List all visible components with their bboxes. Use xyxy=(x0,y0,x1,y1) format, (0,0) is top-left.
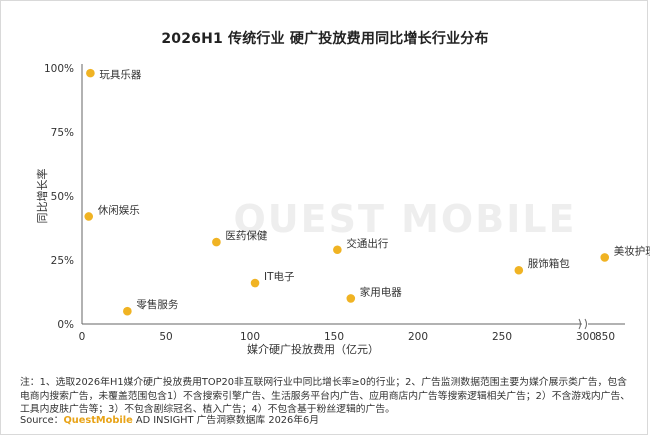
y-tick-label: 75% xyxy=(51,127,74,139)
point-label: 零售服务 xyxy=(136,298,178,311)
y-tick-label: 50% xyxy=(51,191,74,203)
x-tick-label: 850 xyxy=(595,331,615,343)
y-tick-label: 0% xyxy=(57,319,74,331)
source-brand: QuestMobile xyxy=(63,415,133,426)
x-tick-label: 200 xyxy=(408,331,428,343)
source-line: Source：QuestMobile AD INSIGHT 广告洞察数据库 20… xyxy=(20,414,632,427)
y-axis-title: 同比增长率 xyxy=(35,169,49,224)
y-tick-label: 25% xyxy=(51,255,74,267)
x-tick-label: 50 xyxy=(159,331,172,343)
point-label: 医药保健 xyxy=(225,229,267,242)
watermark: QUEST MOBILE xyxy=(233,197,576,241)
point-label: 服饰箱包 xyxy=(528,257,570,270)
data-point xyxy=(514,265,524,275)
axes xyxy=(81,64,625,330)
chart-title: 2026H1 传统行业 硬广投放费用同比增长行业分布 xyxy=(161,31,489,47)
x-tick-label: 150 xyxy=(324,331,344,343)
data-point xyxy=(84,212,94,221)
data-points xyxy=(84,68,610,316)
x-tick-label: 250 xyxy=(492,331,512,343)
point-label: 交通出行 xyxy=(346,237,388,250)
y-tick-label: 100% xyxy=(44,63,74,75)
point-label: 美妆护理 xyxy=(614,244,650,257)
point-label: IT电子 xyxy=(264,270,295,283)
point-label: 家用电器 xyxy=(360,285,402,298)
data-point xyxy=(333,245,342,255)
data-point xyxy=(346,294,356,303)
x-tick-label: 0 xyxy=(79,331,86,343)
x-axis-title: 媒介硬广投放费用（亿元） xyxy=(247,342,379,356)
watermark-text: QUEST MOBILE xyxy=(233,197,576,241)
axis-break-mark xyxy=(578,318,587,330)
data-point xyxy=(250,278,260,288)
source-suffix: AD INSIGHT 广告洞察数据库 2026年6月 xyxy=(132,415,320,426)
data-point xyxy=(212,237,221,247)
data-point xyxy=(86,68,95,78)
point-label: 休闲娱乐 xyxy=(98,203,140,216)
point-label: 玩具乐器 xyxy=(99,69,141,81)
x-tick-label: 300 xyxy=(576,331,596,343)
source-prefix: Source： xyxy=(20,415,64,426)
x-tick-label: 100 xyxy=(240,331,260,343)
data-point xyxy=(600,253,610,262)
footnote: 注：1、选取2026年H1媒介硬广投放费用TOP20非互联网行业中同比增长率≥0… xyxy=(20,377,631,415)
data-point xyxy=(123,306,132,316)
